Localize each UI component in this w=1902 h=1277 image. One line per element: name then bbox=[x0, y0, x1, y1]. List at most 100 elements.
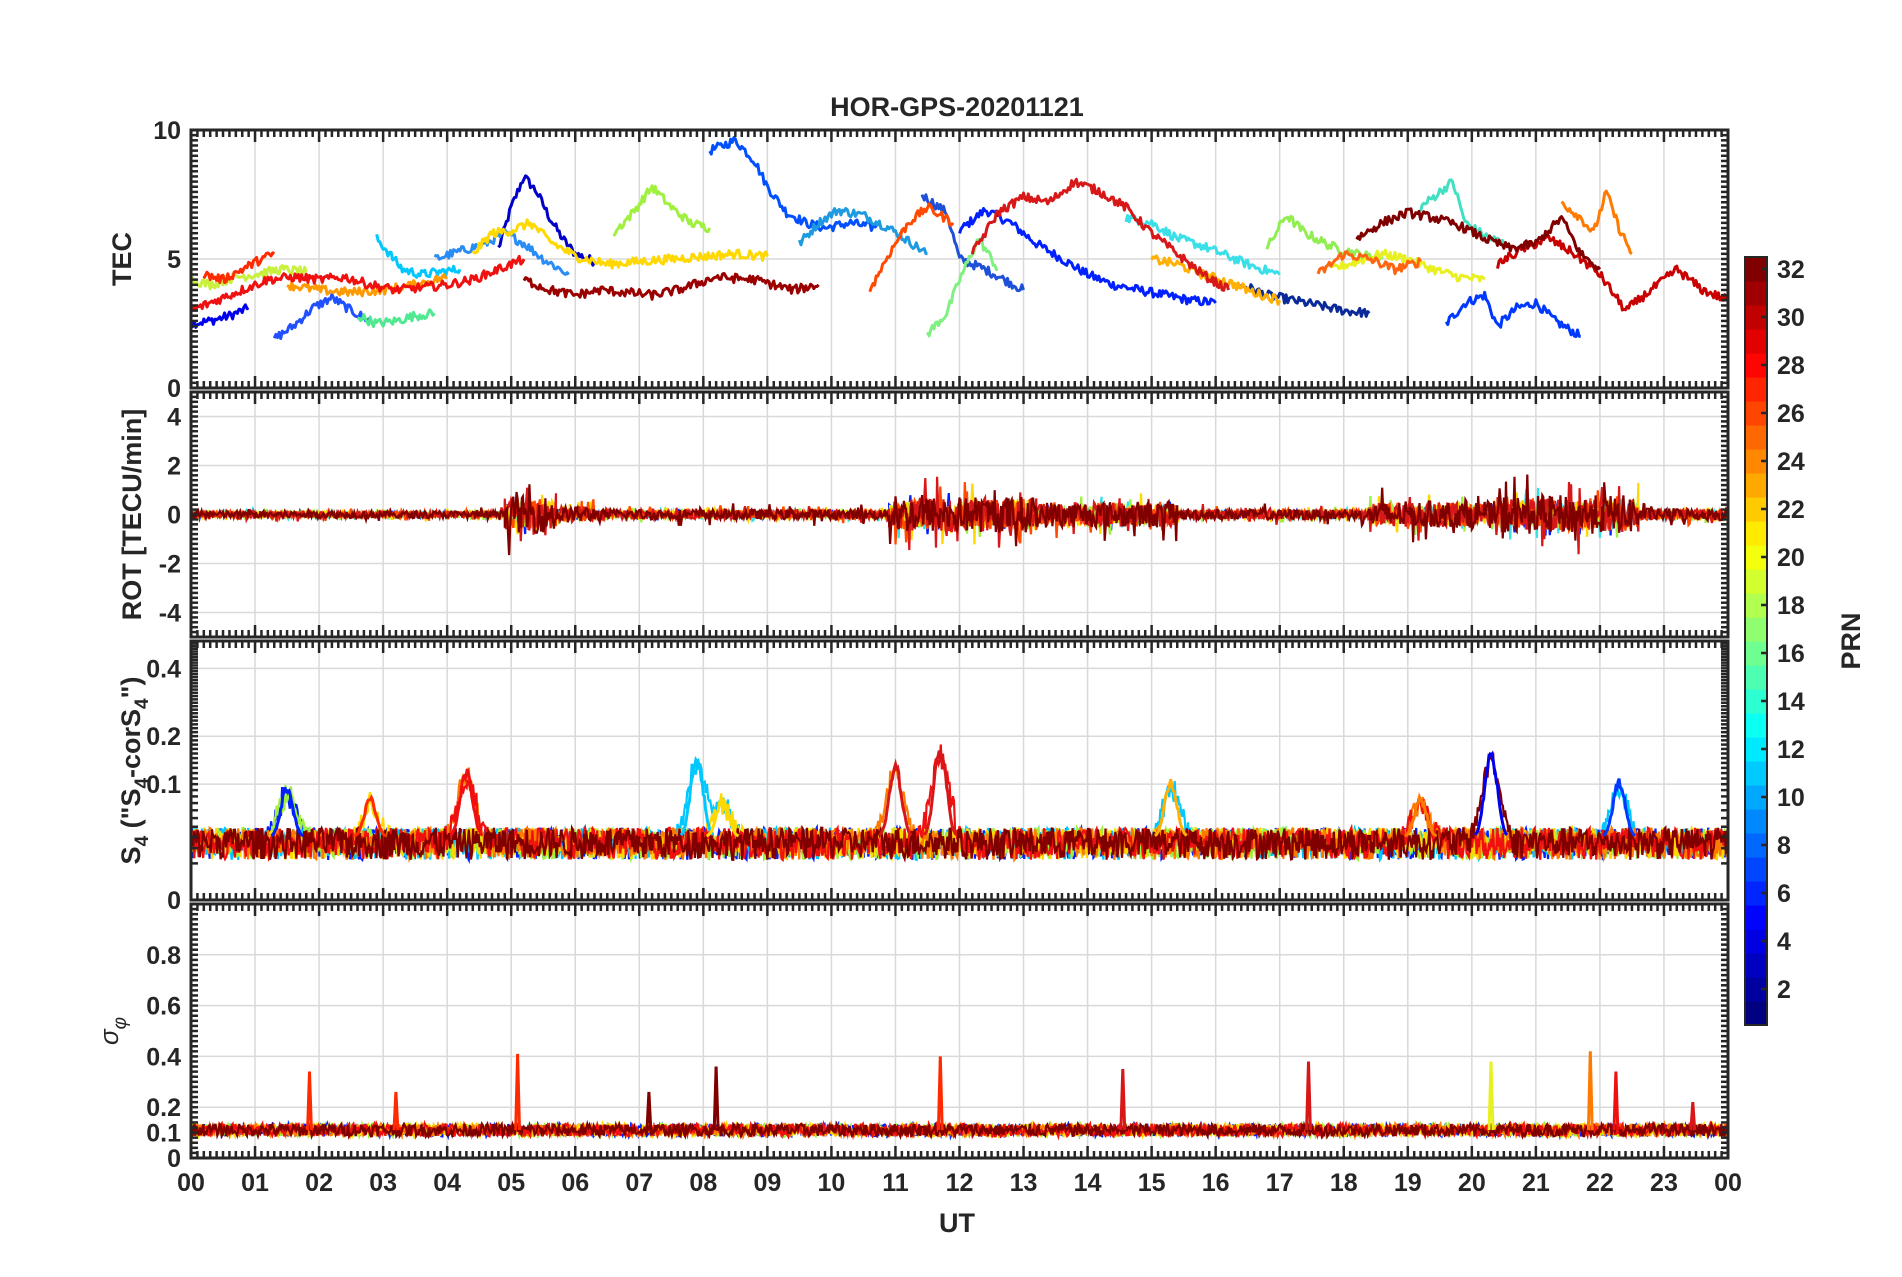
x-tick-label: 01 bbox=[241, 1169, 269, 1197]
colorbar-segment bbox=[1745, 497, 1767, 522]
colorbar-segment bbox=[1745, 833, 1767, 858]
colorbar-tick-label: 10 bbox=[1777, 784, 1805, 812]
colorbar-segment bbox=[1745, 785, 1767, 810]
tec-series-prn-11 bbox=[797, 207, 928, 256]
panel-sigma-frame bbox=[189, 902, 1730, 1160]
colorbar-tick-label: 30 bbox=[1777, 304, 1805, 332]
rot-series-7 bbox=[191, 474, 1728, 556]
tec-series-prn-12 bbox=[375, 233, 462, 279]
y-tick-label: 0 bbox=[167, 1145, 181, 1173]
sigma-spike-1 bbox=[306, 1071, 313, 1131]
y-axis-label-part: S bbox=[116, 846, 146, 864]
s4-event-1 bbox=[270, 786, 304, 838]
colorbar-segment bbox=[1745, 569, 1767, 594]
tec-series-prn-30 bbox=[1496, 234, 1728, 312]
y-tick-label: -4 bbox=[159, 600, 181, 628]
colorbar-segment bbox=[1745, 761, 1767, 786]
tec-series-prn-18 bbox=[612, 184, 712, 237]
colorbar-tick-label: 24 bbox=[1777, 448, 1805, 476]
colorbar-segment bbox=[1745, 881, 1767, 906]
s4-event-4 bbox=[679, 755, 714, 837]
y-tick-label: 0.6 bbox=[146, 993, 181, 1021]
chart-title: HOR-GPS-20201121 bbox=[830, 92, 1084, 122]
colorbar-segment bbox=[1745, 353, 1767, 378]
x-tick-label: 20 bbox=[1458, 1169, 1486, 1197]
colorbar-frame bbox=[1744, 256, 1768, 1026]
colorbar-segment bbox=[1745, 401, 1767, 426]
x-tick-label: 08 bbox=[689, 1169, 717, 1197]
x-tick-label: 12 bbox=[946, 1169, 974, 1197]
x-tick-label: 13 bbox=[1010, 1169, 1038, 1197]
tec-series-prn-8 bbox=[272, 292, 372, 340]
colorbar-segment bbox=[1745, 713, 1767, 738]
colorbar-tick-label: 32 bbox=[1777, 256, 1805, 284]
y-tick-label: 0 bbox=[167, 375, 181, 403]
x-tick-label: 05 bbox=[497, 1169, 525, 1197]
colorbar-segment bbox=[1745, 305, 1767, 330]
tec-series-prn-4 bbox=[958, 207, 1217, 307]
colorbar-segment bbox=[1745, 521, 1767, 546]
sigma-spike-4 bbox=[645, 1091, 653, 1131]
s4-event-6 bbox=[878, 758, 913, 837]
y-tick-label: 5 bbox=[167, 246, 181, 274]
sigma-spike-7 bbox=[1119, 1069, 1127, 1131]
tec-series-prn-7 bbox=[920, 193, 1025, 293]
colorbar-segment bbox=[1745, 257, 1767, 282]
y-axis-label-part: -corS bbox=[116, 709, 146, 778]
colorbar-tick-label: 12 bbox=[1777, 736, 1805, 764]
panel-sigma: 00.10.2 0.4 0.6 0.8 σφ 00 01 02 03 04 05 06 07 08 09 10… bbox=[94, 902, 1742, 1197]
tec-series-prn-26 bbox=[868, 202, 955, 293]
tec-series-prn-32 bbox=[1355, 207, 1602, 272]
sigma-spike-3 bbox=[514, 1053, 521, 1131]
tec-series-prn-13 bbox=[1124, 214, 1281, 276]
colorbar-segment bbox=[1745, 665, 1767, 690]
panel-s4-frame bbox=[189, 639, 1730, 902]
panel-tec-frame bbox=[189, 128, 1730, 390]
colorbar-segment bbox=[1745, 473, 1767, 498]
x-tick-label: 03 bbox=[369, 1169, 397, 1197]
y-tick-label: 0 bbox=[167, 887, 181, 915]
y-tick-label: 10 bbox=[153, 117, 181, 145]
s4-event-2 bbox=[353, 793, 387, 838]
colorbar-segment bbox=[1745, 977, 1767, 1002]
colorbar-segment bbox=[1745, 545, 1767, 570]
colorbar-tick-label: 4 bbox=[1777, 928, 1791, 956]
y-tick-label: -2 bbox=[159, 551, 181, 579]
colorbar-tick-label: 22 bbox=[1777, 496, 1805, 524]
y-tick-label: 0.1 bbox=[146, 771, 181, 799]
colorbar-segment bbox=[1745, 377, 1767, 402]
x-tick-label: 11 bbox=[882, 1169, 909, 1197]
panel-rot-data bbox=[191, 474, 1728, 556]
y-axis-label: TEC bbox=[107, 232, 137, 286]
x-tick-label: 22 bbox=[1586, 1169, 1614, 1197]
tec-series-prn-31 bbox=[522, 271, 820, 301]
colorbar-label: PRN bbox=[1836, 612, 1866, 669]
tec-series-prn-2 bbox=[497, 174, 596, 267]
x-tick-label: 16 bbox=[1202, 1169, 1230, 1197]
colorbar-tick-label: 20 bbox=[1777, 544, 1805, 572]
colorbar-segment bbox=[1745, 593, 1767, 618]
sigma-spike-11 bbox=[1612, 1071, 1620, 1131]
sigma-spike-8 bbox=[1305, 1061, 1312, 1131]
tec-series-prn-9 bbox=[1240, 283, 1371, 318]
y-axis-label-part: ("S bbox=[116, 789, 146, 836]
panel-tec: 0 5 10 TEC bbox=[107, 117, 1730, 403]
x-tick-label: 07 bbox=[625, 1169, 653, 1197]
y-axis-label-part: φ bbox=[110, 1017, 131, 1029]
x-tick-label: 21 bbox=[1522, 1169, 1550, 1197]
y-tick-label: 0.4 bbox=[146, 1043, 181, 1071]
s4-series-7 bbox=[191, 752, 1728, 863]
y-tick-label: 0.2 bbox=[146, 1094, 181, 1122]
y-tick-label: 0.2 bbox=[146, 723, 181, 751]
x-tick-label: 04 bbox=[433, 1169, 461, 1197]
panel-rot-frame bbox=[189, 390, 1730, 639]
y-tick-label: 0.1 bbox=[146, 1120, 181, 1148]
tec-series-prn-24 bbox=[1560, 189, 1633, 256]
s4-event-10 bbox=[1473, 750, 1509, 837]
s4-event-9 bbox=[1404, 792, 1438, 838]
colorbar-tick-label: 2 bbox=[1777, 976, 1791, 1004]
s4-event-11 bbox=[1602, 778, 1636, 837]
